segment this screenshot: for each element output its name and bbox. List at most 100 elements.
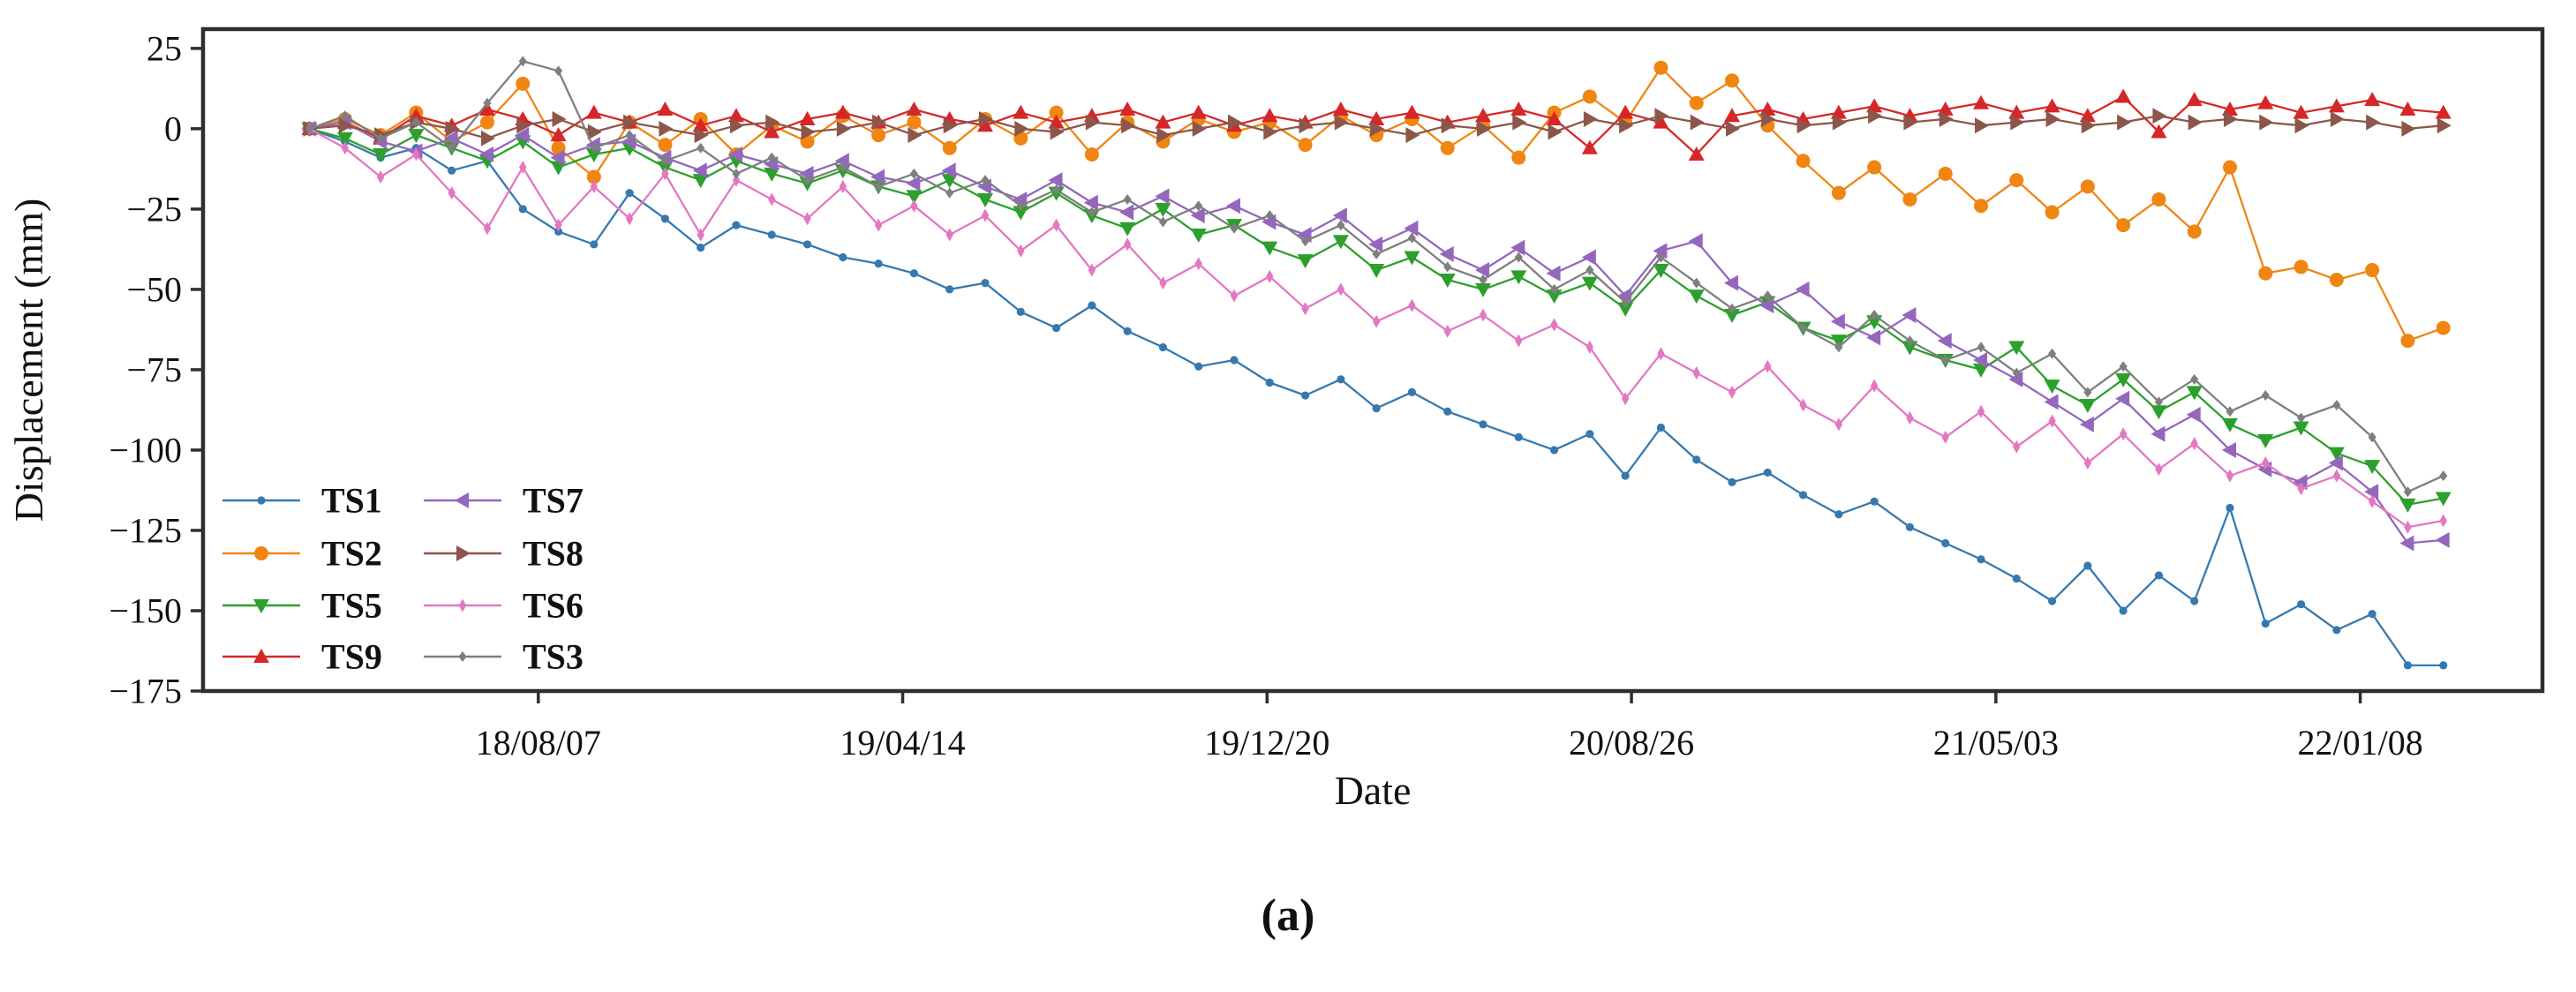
circle-small-marker-icon [697, 243, 705, 252]
circle-small-marker-icon [1870, 497, 1879, 506]
x-axis-title: Date [1335, 768, 1412, 813]
triangle-up-marker-icon [1474, 108, 1491, 123]
series-markers-TS3 [305, 56, 2448, 498]
thin-diamond-marker-icon [625, 212, 634, 226]
diamond-small-marker-icon [1549, 283, 1559, 295]
triangle-right-marker-icon [1761, 110, 1776, 127]
triangle-up-marker-icon [253, 649, 269, 663]
circle-small-marker-icon [2154, 571, 2164, 580]
diamond-small-marker-icon [2403, 486, 2413, 498]
circle-marker-icon [907, 115, 922, 130]
triangle-right-marker-icon [2437, 117, 2452, 134]
triangle-left-marker-icon [1723, 274, 1738, 291]
circle-marker-icon [2223, 160, 2238, 175]
triangle-right-marker-icon [2117, 114, 2132, 131]
thin-diamond-marker-icon [1764, 359, 1772, 373]
triangle-left-marker-icon [1119, 204, 1134, 221]
diamond-small-marker-icon [2439, 470, 2448, 482]
thin-diamond-marker-icon [341, 141, 350, 155]
triangle-down-marker-icon [1546, 289, 1563, 304]
x-tick-label: 19/12/20 [1204, 723, 1329, 763]
triangle-right-marker-icon [2010, 114, 2025, 131]
thin-diamond-marker-icon [1123, 237, 1132, 252]
circle-marker-icon [516, 76, 531, 91]
triangle-up-marker-icon [906, 101, 923, 116]
triangle-down-marker-icon [2008, 341, 2025, 356]
circle-small-marker-icon [2226, 503, 2234, 513]
triangle-up-marker-icon [1723, 108, 1740, 123]
legend-item-TS2: TS2 [222, 534, 382, 574]
circle-small-marker-icon [2012, 574, 2021, 583]
diamond-small-marker-icon [1870, 310, 1879, 321]
plot-border [200, 26, 2545, 694]
diamond-small-marker-icon [1088, 207, 1096, 218]
diamond-small-marker-icon [2226, 406, 2234, 417]
diamond-small-marker-icon [411, 116, 420, 128]
triangle-up-marker-icon [1332, 101, 1349, 116]
diamond-small-marker-icon [625, 130, 634, 141]
circle-marker-icon [1831, 185, 1846, 200]
thin-diamond-marker-icon [412, 147, 420, 162]
circle-marker-icon [2116, 218, 2131, 233]
circle-small-marker-icon [874, 259, 883, 268]
triangle-right-marker-icon [1796, 117, 1811, 134]
diamond-small-marker-icon [981, 175, 990, 186]
triangle-left-marker-icon [1048, 172, 1063, 189]
diamond-small-marker-icon [2190, 373, 2199, 385]
thin-diamond-marker-icon [1586, 340, 1594, 354]
triangle-up-marker-icon [1581, 139, 1598, 154]
y-tick-label: −25 [126, 189, 182, 229]
diamond-small-marker-icon [1407, 232, 1417, 244]
thin-diamond-marker-icon [1052, 218, 1060, 232]
circle-small-marker-icon [1123, 327, 1132, 335]
circle-small-marker-icon [1586, 430, 1594, 439]
legend-label: TS6 [523, 586, 584, 626]
thin-diamond-marker-icon [1692, 366, 1700, 380]
diamond-small-marker-icon [448, 142, 456, 154]
triangle-left-marker-icon [1795, 281, 1810, 297]
thin-diamond-marker-icon [2332, 469, 2341, 483]
triangle-left-marker-icon [1902, 307, 1917, 324]
thin-diamond-marker-icon [1159, 276, 1167, 290]
thin-diamond-marker-icon [519, 161, 527, 175]
legend-item-TS6: TS6 [424, 586, 584, 626]
y-tick-label: −125 [109, 510, 182, 550]
circle-small-marker-icon [909, 269, 919, 278]
thin-diamond-marker-icon [2013, 440, 2021, 454]
circle-small-marker-icon [2119, 606, 2128, 615]
triangle-down-marker-icon [1973, 363, 1989, 378]
thin-diamond-marker-icon [2226, 469, 2234, 483]
circle-small-marker-icon [590, 240, 599, 249]
triangle-left-marker-icon [799, 165, 814, 182]
triangle-up-marker-icon [1937, 101, 1954, 116]
triangle-up-marker-icon [478, 101, 495, 116]
thin-diamond-marker-icon [1301, 302, 1309, 316]
triangle-down-marker-icon [1830, 334, 1847, 349]
diamond-small-marker-icon [1123, 193, 1132, 205]
thin-diamond-marker-icon [1337, 282, 1345, 297]
circle-small-marker-icon [518, 205, 527, 214]
triangle-up-marker-icon [657, 101, 674, 116]
triangle-right-marker-icon [659, 120, 674, 137]
circle-small-marker-icon [1798, 491, 1808, 500]
triangle-right-marker-icon [1832, 114, 1847, 131]
triangle-right-marker-icon [1939, 110, 1954, 127]
diamond-small-marker-icon [376, 132, 385, 144]
triangle-left-marker-icon [870, 169, 885, 185]
thin-diamond-marker-icon [2368, 494, 2376, 508]
thin-diamond-marker-icon [1088, 263, 1096, 277]
thin-diamond-marker-icon [458, 598, 467, 612]
circle-small-marker-icon [1728, 477, 1736, 486]
triangle-down-marker-icon [2328, 447, 2345, 462]
circle-small-marker-icon [1051, 323, 1061, 333]
triangle-left-marker-icon [727, 146, 742, 162]
thin-diamond-marker-icon [1266, 269, 1274, 283]
triangle-right-marker-icon [456, 545, 471, 561]
y-tick-label: −75 [126, 349, 182, 389]
triangle-right-marker-icon [2259, 114, 2274, 131]
triangle-down-marker-icon [1474, 282, 1491, 297]
circle-small-marker-icon [767, 230, 776, 239]
triangle-down-marker-icon [585, 147, 602, 162]
diamond-small-marker-icon [1834, 342, 1843, 353]
diamond-small-marker-icon [1586, 265, 1594, 276]
